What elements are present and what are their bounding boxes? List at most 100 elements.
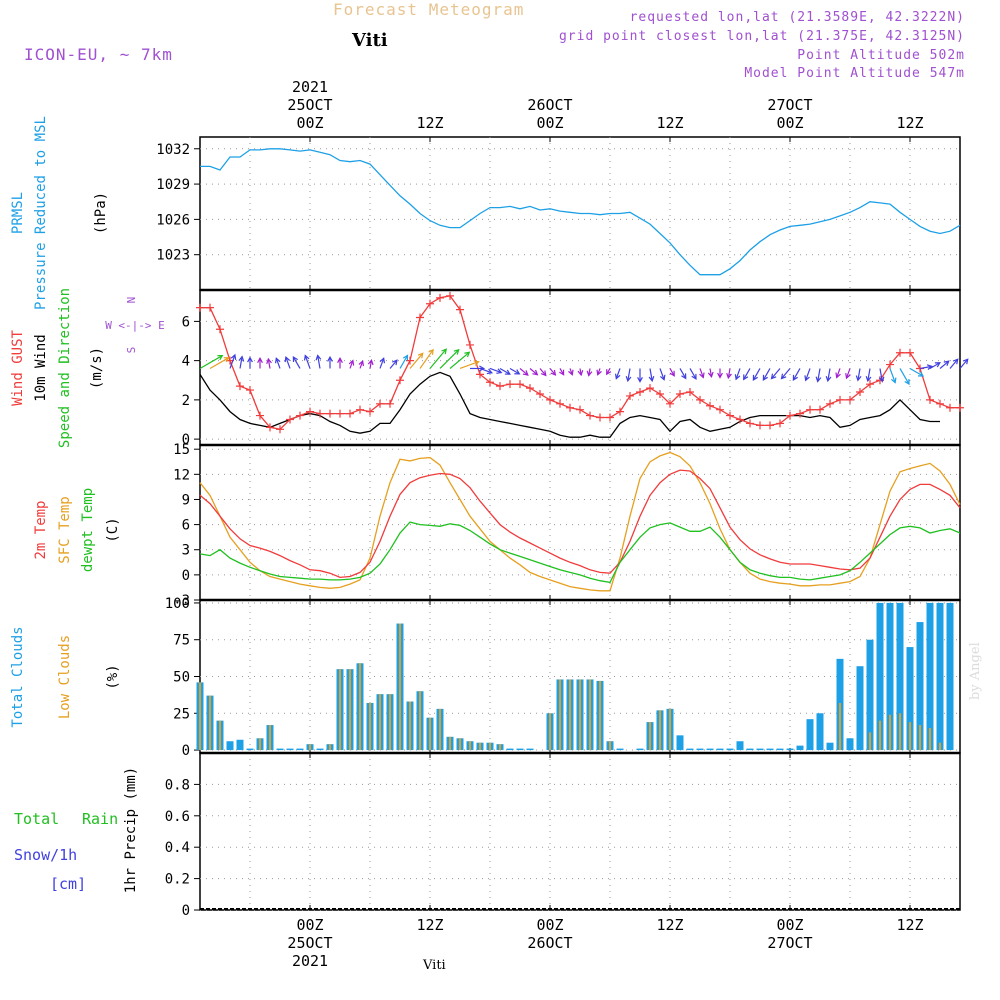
wind-gust-marker xyxy=(286,415,294,424)
wind-gust-marker xyxy=(846,395,854,404)
wind-vector-head xyxy=(952,358,959,365)
wind-vector xyxy=(659,368,666,381)
wind-vector-shaft xyxy=(857,368,861,381)
low-cloud-bar xyxy=(209,695,211,751)
low-cloud-bar xyxy=(489,742,491,751)
wind-vector-shaft xyxy=(709,368,713,377)
wind-gust-marker xyxy=(556,399,564,408)
wind-vector-shaft xyxy=(689,368,697,380)
wind-vector xyxy=(284,356,291,369)
wind-gust-marker xyxy=(856,388,864,397)
y-tick-label: 3 xyxy=(182,543,190,559)
low-cloud-bar xyxy=(889,714,891,751)
model-point-altitude: Model Point Altitude 547m xyxy=(744,66,965,81)
low-cloud-bar xyxy=(549,713,551,751)
wind-vector xyxy=(489,367,503,374)
low-cloud-bar xyxy=(339,669,341,751)
wind-vector-shaft xyxy=(939,360,950,369)
model-name: ICON-EU, ~ 7km xyxy=(24,45,173,64)
wind-vector-shaft xyxy=(762,368,771,381)
wind-gust-marker xyxy=(896,348,904,357)
wind-gust-marker xyxy=(646,384,654,393)
wind-vector-head xyxy=(441,348,448,355)
station-name: Viti xyxy=(352,30,388,51)
wind-vector-head xyxy=(568,369,574,376)
wind-vector-head xyxy=(934,362,941,368)
y-tick-label: 100 xyxy=(165,596,190,612)
total-cloud-bar xyxy=(876,602,884,751)
total-cloud-bar xyxy=(276,748,284,751)
wind-vector-head xyxy=(726,373,732,380)
wind-vector-shaft xyxy=(285,356,291,369)
low-cloud-bar xyxy=(379,694,381,751)
wind-vector xyxy=(929,362,941,370)
wind-vector-shaft xyxy=(519,368,529,376)
wind-vector xyxy=(549,368,557,376)
wind-vector-head xyxy=(943,360,950,367)
wind-vector-head xyxy=(699,372,705,379)
wind-gust-marker xyxy=(356,405,364,414)
low-cloud-bar xyxy=(919,725,921,751)
wind-gust-marker xyxy=(636,388,644,397)
wind-vector-head xyxy=(762,374,768,381)
temp-unit-label: (C) xyxy=(105,517,121,542)
total-cloud-bar xyxy=(896,602,904,751)
wind-vector xyxy=(804,368,811,382)
y-tick-label: -3 xyxy=(173,593,190,609)
total-cloud-bar xyxy=(926,602,934,751)
top-time-label: 12Z xyxy=(416,114,443,132)
wind-vector-shaft xyxy=(369,360,373,369)
wind-gust-marker xyxy=(386,399,394,408)
wind-gust-marker xyxy=(866,380,874,389)
wind-gust-marker xyxy=(346,409,354,418)
wind-vector-head xyxy=(890,377,897,384)
wind-vector xyxy=(409,352,424,369)
low-cloud-bar xyxy=(939,742,941,751)
wind-vector xyxy=(770,368,781,380)
low-cloud-bar xyxy=(389,694,391,751)
wind-vector-shaft xyxy=(549,368,556,376)
wind-vector xyxy=(247,356,253,369)
wind-vector-head xyxy=(743,374,749,381)
wind-gust-marker xyxy=(806,405,814,414)
low-cloud-bar xyxy=(219,720,221,751)
panel-frame xyxy=(199,752,961,911)
wind-vector xyxy=(379,357,386,369)
wind-vector-shaft xyxy=(389,359,398,369)
wind-vector xyxy=(637,368,643,383)
wind-vector-shaft xyxy=(379,358,385,369)
wind-vector xyxy=(625,368,632,383)
wind-gust-marker xyxy=(416,313,424,322)
sfc-temp-line xyxy=(199,451,961,592)
wind-vector-head xyxy=(865,375,872,383)
wind-vector-shaft xyxy=(359,360,364,369)
wind-vector-shaft xyxy=(827,368,831,381)
wind-vector xyxy=(899,368,910,386)
wind-vector-shaft xyxy=(489,367,502,374)
wind-gust-marker xyxy=(496,382,504,391)
wind-vector-shaft xyxy=(752,368,761,381)
wind-gust-marker xyxy=(326,409,334,418)
total-cloud-bar xyxy=(526,748,534,751)
wind-vector-head xyxy=(917,371,925,377)
low-cloud-bar xyxy=(259,738,261,751)
pressure-unit-label: (hPa) xyxy=(93,192,109,234)
wind-vector xyxy=(559,368,565,376)
wind-gust-marker xyxy=(796,409,804,418)
total-cloud-bar xyxy=(826,742,834,751)
wind-vector xyxy=(337,357,343,369)
wind-vector-shaft xyxy=(239,356,243,369)
wind-vector-shaft xyxy=(743,368,751,380)
wind-vector xyxy=(358,359,365,369)
snow-label: Snow/1h xyxy=(14,846,77,864)
wind-vector-head xyxy=(274,357,281,364)
wind-gust-marker xyxy=(816,405,824,414)
wind-vector xyxy=(689,368,697,380)
wind-vector-shaft xyxy=(792,368,801,381)
y-tick-label: 1026 xyxy=(156,212,190,228)
low-cloud-bar xyxy=(659,710,661,751)
wind-vector-head xyxy=(238,355,245,362)
wind-vector-head xyxy=(825,375,832,383)
bottom-time-label: 00Z xyxy=(536,916,563,934)
wind-vector-head xyxy=(522,370,529,376)
